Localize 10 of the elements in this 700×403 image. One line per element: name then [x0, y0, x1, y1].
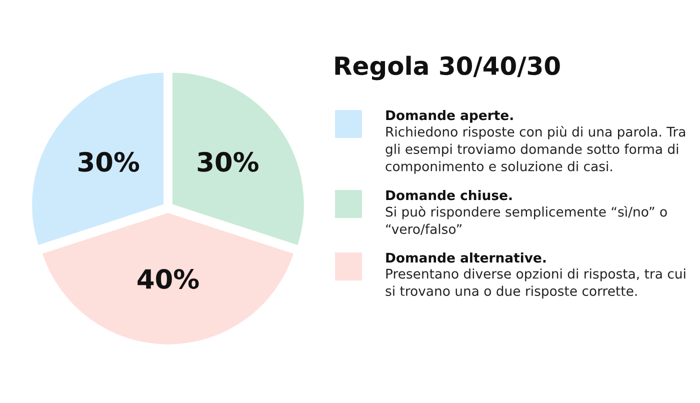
- text: Si può rispondere semplicemente “sì/no” o “vero/falso”: [386, 206, 667, 236]
- text: Richiedono risposte con più di una parola. Tra gli esempi troviamo domande sotto forma di componimento e soluzione di casi.: [386, 126, 686, 174]
- chart-title: Regola 30/40/30: [335, 56, 560, 80]
- legend-label: Domande aperte.: [386, 110, 513, 123]
- data-label: 30%: [198, 152, 258, 172]
- legend-label: Domande chiuse.: [386, 190, 512, 200]
- data-label: 40%: [138, 268, 199, 289]
- legend-label: Domande alternative.: [386, 252, 546, 263]
- data-label: 30%: [78, 152, 140, 172]
- text: Presentano diverse opzioni di risposta, tra cui si trovano una o due risposte corrette.: [386, 268, 686, 299]
